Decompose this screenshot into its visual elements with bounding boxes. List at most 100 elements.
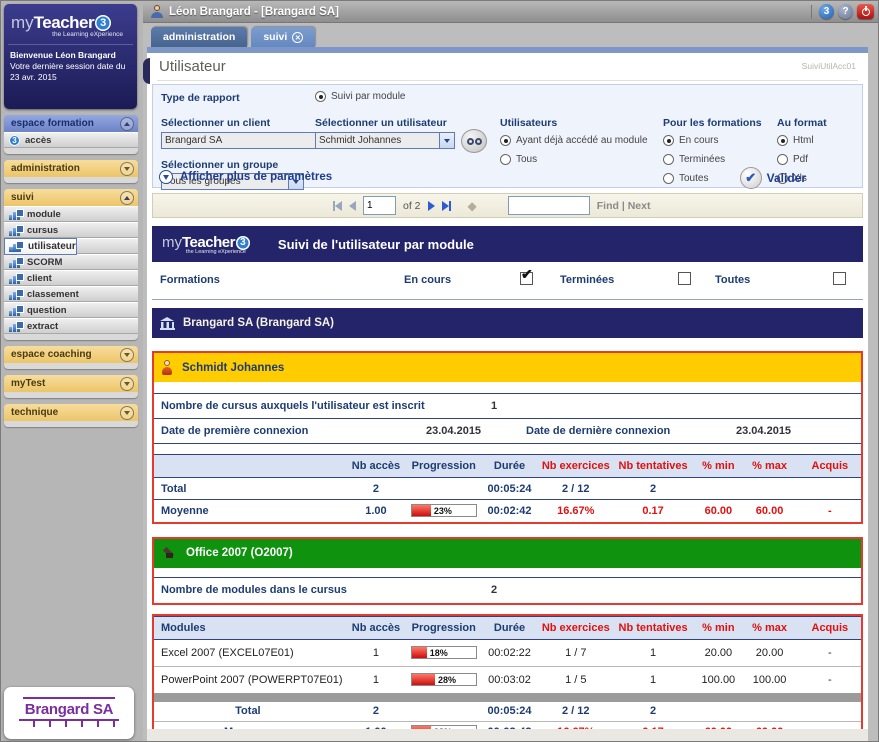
sidebar-item-module[interactable]: module	[4, 206, 138, 222]
client-select-value: Brangard SA	[165, 135, 223, 146]
previous-page-button[interactable]	[349, 200, 356, 211]
sidebar-menu: espace formation 3 accès administration …	[4, 115, 138, 433]
find-link[interactable]: Find	[596, 199, 619, 212]
group-suivi[interactable]: suivi	[4, 189, 138, 206]
show-more-params-link[interactable]: Afficher plus de paramètres	[159, 170, 332, 184]
moyenne-pct-max: 60.00	[755, 504, 784, 517]
total-label: Total	[235, 705, 261, 718]
sidebar-item-scorm[interactable]: SCORM	[4, 254, 138, 270]
moyenne-label: Moyenne	[161, 504, 209, 517]
group-strip	[4, 334, 138, 340]
col-duree: Durée	[477, 454, 542, 478]
progress-bar: 23%	[410, 725, 477, 729]
cursus-band: Office 2007 (O2007)	[154, 538, 861, 568]
client-logo-ticks	[19, 719, 119, 729]
sidebar-item-question[interactable]: question	[4, 302, 138, 318]
chevron-up-icon[interactable]	[120, 190, 134, 205]
version-3-button[interactable]: 3	[819, 4, 834, 19]
sidebar-item-extract[interactable]: extract	[4, 318, 138, 334]
group-espace-formation[interactable]: espace formation	[4, 115, 138, 132]
toutes-checkbox[interactable]	[833, 272, 846, 285]
chevron-down-icon[interactable]	[120, 376, 134, 391]
back-to-parent-icon[interactable]: ◆	[467, 198, 477, 213]
terminees-checkbox[interactable]	[678, 272, 691, 285]
chevron-down-icon[interactable]	[120, 161, 134, 176]
sidebar-item-utilisateur-label: utilisateur	[28, 241, 76, 252]
modules-header-row: Modules Nb accès Progression Durée Nb ex…	[154, 615, 861, 640]
group-technique-label: technique	[11, 407, 59, 418]
group-espace-coaching[interactable]: espace coaching	[4, 346, 138, 363]
total-duree: 00:05:24	[487, 705, 532, 718]
logout-power-button[interactable]	[857, 4, 874, 19]
progress-label: 28%	[438, 674, 457, 685]
logo-3-icon: 3	[95, 15, 112, 31]
tab-suivi[interactable]: suivi ✕	[251, 27, 316, 47]
groupe-select[interactable]: Tous les groupes	[161, 173, 304, 190]
radio-xls-label: Xls	[793, 173, 807, 184]
chevron-down-icon[interactable]	[120, 347, 134, 362]
group-technique[interactable]: technique	[4, 404, 138, 421]
sidebar-collapse-handle[interactable]	[143, 58, 150, 84]
total-label: Total	[161, 482, 187, 495]
sidebar-item-client[interactable]: client	[4, 270, 138, 286]
report-logo: myTeacher 3 the Learning eXperience	[152, 234, 250, 255]
progress-bar: 28%	[410, 673, 477, 687]
first-connexion-label: Date de première connexion	[161, 425, 309, 437]
sidebar-item-classement[interactable]: classement	[4, 286, 138, 302]
tab-administration[interactable]: administration	[151, 27, 248, 47]
module-nb-acces: 1	[372, 673, 379, 686]
total-nb-tentatives: 2	[650, 705, 657, 718]
valider-button[interactable]: ✔ Valider	[739, 167, 806, 189]
find-text-input[interactable]	[507, 196, 590, 215]
group-strip	[4, 148, 138, 154]
groupe-select-value: Tous les groupes	[165, 176, 241, 187]
col-nb-exercices: Nb exercices	[541, 454, 610, 478]
welcome-message: Bienvenue Léon Brangard Votre dernière s…	[4, 50, 137, 83]
modules-count-row: Nombre de modules dans le cursus 2	[154, 576, 861, 603]
col-nb-acces: Nb accès	[341, 615, 411, 640]
group-strip	[4, 177, 138, 183]
terminees-label: Terminées	[560, 274, 615, 286]
close-icon[interactable]: ✕	[292, 31, 304, 43]
check-icon: ✔	[739, 167, 762, 189]
group-mytest[interactable]: myTest	[4, 375, 138, 392]
radio-terminees[interactable]: Terminées	[663, 154, 725, 165]
radio-ayant-accede[interactable]: Ayant déjà accédé au module	[500, 135, 648, 146]
acces-3-icon: 3	[9, 134, 20, 146]
radio-tous[interactable]: Tous	[500, 154, 537, 165]
radio-html[interactable]: Html	[777, 135, 814, 146]
module-nb-acces: 1	[372, 646, 379, 659]
radio-pdf[interactable]: Pdf	[777, 154, 808, 165]
col-nb-tentatives: Nb tentatives	[609, 615, 697, 640]
sidebar-item-acces[interactable]: 3 accès	[4, 132, 138, 148]
formations-filter-row: Formations En cours Terminées Toutes	[152, 262, 863, 300]
type-rapport-label: Type de rapport	[161, 92, 240, 104]
next-page-button[interactable]	[427, 200, 435, 211]
sidebar-item-question-label: question	[27, 304, 67, 316]
radio-en-cours[interactable]: En cours	[663, 135, 718, 146]
radio-toutes[interactable]: Toutes	[663, 173, 708, 184]
utilisateurs-group-label: Utilisateurs	[500, 117, 558, 129]
radio-icon	[663, 135, 674, 146]
radio-icon	[777, 154, 788, 165]
help-button[interactable]: ?	[838, 4, 853, 19]
first-page-button[interactable]	[333, 200, 342, 211]
group-administration[interactable]: administration	[4, 160, 138, 177]
next-link[interactable]: Next	[627, 199, 651, 212]
moyenne-acquis: -	[828, 504, 832, 517]
radio-suivi-par-module[interactable]: Suivi par module	[315, 91, 405, 102]
search-user-button[interactable]	[461, 129, 487, 153]
page-number-input[interactable]	[363, 196, 396, 215]
utilisateur-select[interactable]: Schmidt Johannes	[315, 132, 455, 149]
chevron-down-icon[interactable]	[120, 405, 134, 420]
radio-icon	[777, 173, 788, 184]
sidebar-item-cursus[interactable]: cursus	[4, 222, 138, 238]
en-cours-checkbox[interactable]	[520, 266, 533, 285]
chart-icon	[9, 304, 24, 316]
progress-bar: 18%	[410, 646, 477, 659]
tab-suivi-label: suivi	[263, 31, 288, 43]
radio-xls[interactable]: Xls	[777, 173, 807, 184]
last-page-button[interactable]	[441, 200, 451, 211]
chevron-up-icon[interactable]	[120, 116, 134, 131]
logo-teacher: Teacher	[33, 13, 95, 32]
